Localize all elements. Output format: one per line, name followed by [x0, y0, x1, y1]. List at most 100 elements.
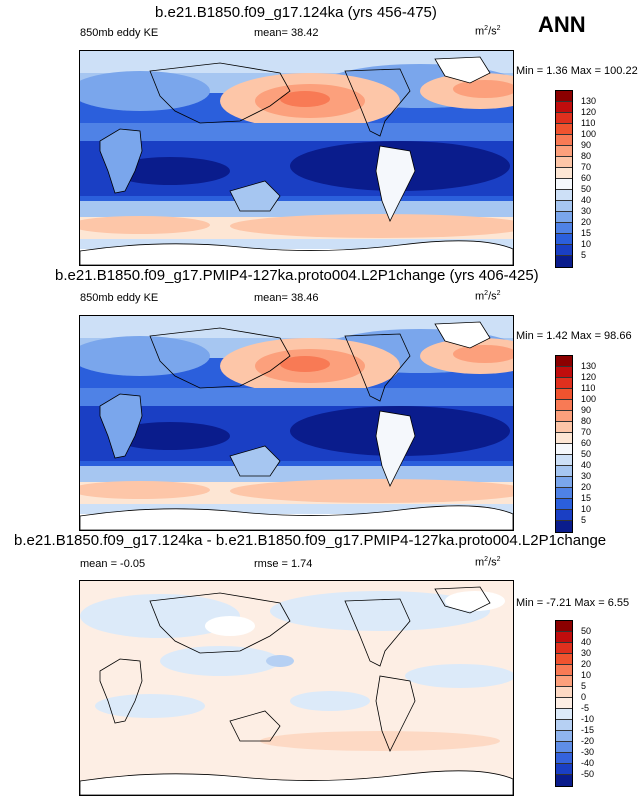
panel-3-colorbar-swatch — [556, 643, 572, 654]
panel-2-colorbar-label: 120 — [581, 372, 597, 382]
panel-2-colorbar-swatch — [556, 400, 572, 411]
panel-2-colorbar-label: 40 — [581, 460, 592, 470]
panel-3-colorbar-swatch — [556, 764, 572, 775]
panel-3-colorbar-label: 30 — [581, 648, 592, 658]
panel-1-colorbar-label: 5 — [581, 250, 587, 260]
panel-3-colorbar-swatch — [556, 632, 572, 643]
panel-1-colorbar-swatch — [556, 256, 572, 267]
panel-2-colorbar-label: 80 — [581, 416, 592, 426]
panel-2-map-field — [80, 316, 513, 530]
panel-2-colorbar-label: 100 — [581, 394, 597, 404]
panel-2-colorbar-label: 10 — [581, 504, 592, 514]
panel-2-colorbar-swatch — [556, 422, 572, 433]
panel-1-colorbar-label: 120 — [581, 107, 597, 117]
season-label: ANN — [538, 12, 586, 37]
panel-1-minmax: Min = 1.36 Max = 100.22 — [516, 65, 638, 77]
panel-2-colorbar-label: 5 — [581, 515, 587, 525]
panel-1-units: m2/s2 — [475, 25, 501, 38]
panel-1-colorbar-label: 20 — [581, 217, 592, 227]
panel-1-colorbar-swatch — [556, 146, 572, 157]
panel-3-colorbar-label: -30 — [581, 747, 595, 757]
panel-1-colorbar-swatch — [556, 102, 572, 113]
panel-1-colorbar-label: 100 — [581, 129, 597, 139]
panel-2-colorbar-swatch — [556, 367, 572, 378]
panel-1-colorbar — [555, 90, 573, 268]
panel-1-colorbar-swatch — [556, 223, 572, 234]
panel-2-colorbar-swatch — [556, 411, 572, 422]
panel-1-colorbar-swatch — [556, 234, 572, 245]
panel-1-colorbar-label: 30 — [581, 206, 592, 216]
panel-3-colorbar-swatch — [556, 676, 572, 687]
panel-1-colorbar-swatch — [556, 179, 572, 190]
panel-2-variable-label: 850mb eddy KE — [80, 292, 159, 304]
panel-1-colorbar-label: 50 — [581, 184, 592, 194]
panel-1-map — [79, 50, 514, 266]
panel-2-colorbar-swatch — [556, 389, 572, 400]
panel-3-title: b.e21.B1850.f09_g17.124ka - b.e21.B1850.… — [14, 532, 607, 549]
panel-2-title: b.e21.B1850.f09_g17.PMIP4-127ka.proto004… — [55, 267, 539, 284]
panel-2-colorbar-swatch — [556, 433, 572, 444]
panel-1-colorbar-label: 10 — [581, 239, 592, 249]
panel-1-title: b.e21.B1850.f09_g17.124ka (yrs 456-475) — [155, 4, 437, 21]
panel-1-colorbar-swatch — [556, 157, 572, 168]
panel-1-colorbar-label: 40 — [581, 195, 592, 205]
panel-2-colorbar-label: 110 — [581, 383, 596, 393]
panel-1-map-field — [80, 51, 513, 265]
panel-2-colorbar-label: 15 — [581, 493, 592, 503]
panel-1-colorbar-swatch — [556, 91, 572, 102]
panel-3-colorbar-label: 10 — [581, 670, 592, 680]
panel-3-colorbar-label: -10 — [581, 714, 595, 724]
panel-3-colorbar-swatch — [556, 654, 572, 665]
panel-1-colorbar-label: 130 — [581, 96, 597, 106]
panel-3-colorbar-label: 40 — [581, 637, 592, 647]
panel-3-colorbar-label: 50 — [581, 626, 592, 636]
panel-3-colorbar-swatch — [556, 731, 572, 742]
panel-1-colorbar-swatch — [556, 201, 572, 212]
panel-2-colorbar — [555, 355, 573, 533]
panel-1-mean-label: mean= 38.42 — [254, 27, 319, 39]
panel-3-colorbar-label: 20 — [581, 659, 592, 669]
panel-1-colorbar-label: 15 — [581, 228, 592, 238]
panel-3-mean-label: mean = -0.05 — [80, 558, 146, 570]
panel-2-colorbar-label: 90 — [581, 405, 592, 415]
panel-3-colorbar-label: 0 — [581, 692, 587, 702]
panel-3-colorbar-swatch — [556, 698, 572, 709]
panel-2-colorbar-swatch — [556, 444, 572, 455]
panel-2-colorbar-swatch — [556, 510, 572, 521]
panel-2-mean-label: mean= 38.46 — [254, 292, 319, 304]
panel-3-map-field — [80, 581, 513, 795]
panel-3-colorbar-swatch — [556, 742, 572, 753]
panel-2-minmax: Min = 1.42 Max = 98.66 — [516, 330, 632, 342]
panel-1-colorbar-swatch — [556, 190, 572, 201]
panel-1-colorbar-swatch — [556, 113, 572, 124]
panel-2-colorbar-swatch — [556, 521, 572, 532]
panel-2-colorbar-swatch — [556, 499, 572, 510]
panel-1-variable-label: 850mb eddy KE — [80, 27, 159, 39]
panel-3-colorbar-swatch — [556, 665, 572, 676]
panel-3-colorbar-swatch — [556, 709, 572, 720]
panel-3-colorbar — [555, 620, 573, 787]
panel-3-colorbar-swatch — [556, 687, 572, 698]
panel-2-colorbar-label: 60 — [581, 438, 592, 448]
panel-2-colorbar-swatch — [556, 466, 572, 477]
panel-2-colorbar-label: 20 — [581, 482, 592, 492]
panel-1-colorbar-label: 90 — [581, 140, 592, 150]
panel-3-colorbar-label: -15 — [581, 725, 595, 735]
panel-3-minmax: Min = -7.21 Max = 6.55 — [516, 597, 630, 609]
panel-3-colorbar-label: 5 — [581, 681, 587, 691]
panel-2-colorbar-swatch — [556, 477, 572, 488]
panel-3-colorbar-swatch — [556, 753, 572, 764]
panel-2-colorbar-swatch — [556, 378, 572, 389]
panel-1-colorbar-swatch — [556, 212, 572, 223]
panel-1-colorbar-swatch — [556, 168, 572, 179]
panel-2-units: m2/s2 — [475, 290, 501, 303]
panel-3-rmse-label: rmse = 1.74 — [254, 558, 313, 570]
panel-3-colorbar-label: -5 — [581, 703, 590, 713]
panel-2-colorbar-swatch — [556, 356, 572, 367]
panel-2-colorbar-label: 70 — [581, 427, 592, 437]
panel-1-colorbar-label: 110 — [581, 118, 596, 128]
panel-3-colorbar-label: -50 — [581, 769, 595, 779]
panel-3-units: m2/s2 — [475, 556, 501, 569]
panel-1-colorbar-swatch — [556, 245, 572, 256]
panel-2-colorbar-label: 30 — [581, 471, 592, 481]
